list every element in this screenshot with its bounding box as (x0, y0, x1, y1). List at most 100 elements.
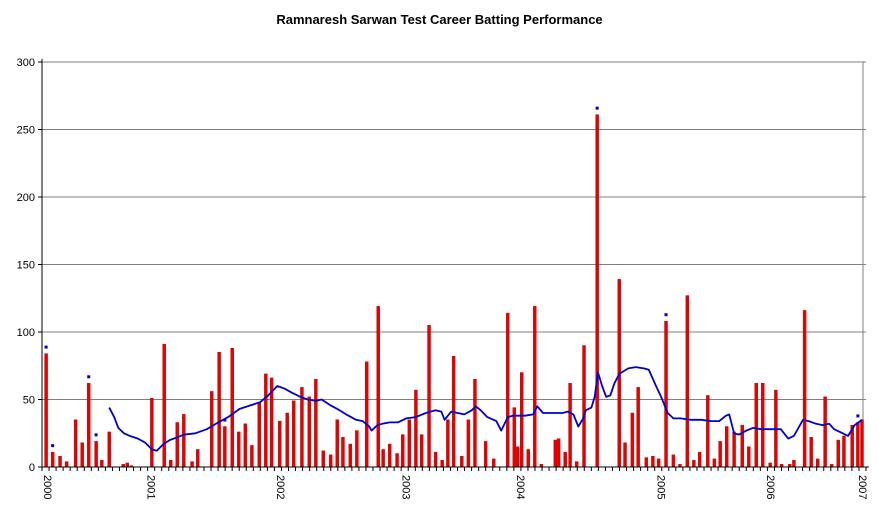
runs-bar (761, 383, 765, 468)
runs-bar (644, 457, 649, 468)
runs-bar (842, 435, 846, 468)
year-label: 2000 (41, 475, 53, 499)
runs-bar (125, 462, 129, 468)
runs-bar (671, 454, 676, 468)
runs-bar (506, 312, 510, 468)
runs-bar (816, 458, 820, 468)
runs-bar (285, 412, 289, 468)
chart-title: Ramnaresh Sarwan Test Career Batting Per… (276, 12, 603, 27)
runs-bar (860, 419, 864, 468)
runs-bar (802, 310, 807, 468)
runs-bar (515, 446, 520, 468)
y-tick-label: 100 (17, 327, 35, 339)
runs-bar (292, 400, 296, 468)
runs-bar (473, 379, 477, 468)
runs-bar (446, 419, 450, 468)
runs-bar (414, 389, 418, 468)
not-out-dot (664, 313, 668, 317)
runs-bar (365, 361, 369, 468)
runs-bar (419, 434, 424, 468)
not-out-dot (223, 418, 227, 422)
not-out-dot (595, 106, 599, 110)
runs-bar (328, 454, 333, 468)
runs-bar (466, 419, 471, 468)
runs-bar (175, 422, 180, 468)
runs-bar (533, 306, 537, 468)
runs-bar (376, 306, 380, 468)
not-out-dot (856, 414, 860, 418)
runs-bar (80, 442, 84, 468)
runs-bar (190, 461, 194, 468)
runs-bar (754, 383, 758, 468)
not-out-dot (94, 433, 98, 437)
runs-bar (162, 343, 166, 468)
runs-bar (182, 414, 186, 468)
runs-bar (630, 412, 635, 468)
runs-bar (381, 449, 385, 468)
runs-bar (483, 441, 488, 468)
runs-bar (87, 383, 91, 468)
runs-bar (335, 419, 339, 468)
runs-bar (321, 450, 325, 468)
runs-bar (553, 439, 558, 468)
runs-bar (395, 453, 399, 468)
y-tick-label: 200 (17, 192, 35, 204)
year-label: 2002 (274, 475, 286, 499)
runs-bar (664, 321, 668, 468)
runs-bar (623, 442, 627, 468)
runs-bar (792, 460, 796, 468)
runs-bar (250, 445, 254, 468)
runs-bar (223, 426, 227, 468)
runs-bar (712, 458, 717, 468)
runs-bar (278, 420, 282, 468)
runs-bar (697, 451, 702, 468)
runs-bar (574, 461, 579, 468)
runs-bar (460, 456, 464, 468)
year-label: 2005 (654, 475, 666, 499)
runs-bar (440, 460, 444, 468)
runs-bar (300, 387, 304, 468)
runs-bar (58, 456, 62, 468)
runs-bar (264, 373, 268, 468)
runs-bar (94, 441, 98, 468)
year-label: 2006 (764, 475, 776, 499)
runs-bar (520, 372, 524, 468)
runs-bar (73, 419, 78, 468)
runs-bar (341, 437, 345, 468)
runs-bar (526, 449, 530, 468)
runs-bar (314, 379, 318, 468)
running-average-line (108, 366, 863, 452)
runs-bar (582, 345, 586, 468)
runs-bar (433, 451, 438, 468)
runs-bar (768, 462, 772, 468)
runs-bar (563, 451, 567, 468)
runs-bar (348, 443, 353, 468)
year-label: 2004 (514, 475, 526, 499)
runs-bar (196, 449, 200, 468)
runs-bar (651, 456, 655, 468)
not-out-dot (87, 375, 91, 379)
runs-bar (692, 460, 696, 468)
runs-bar (257, 402, 261, 468)
runs-bar (595, 114, 599, 468)
runs-bar (492, 458, 496, 468)
runs-bar (747, 446, 751, 468)
runs-bar (401, 434, 405, 468)
y-tick-label: 50 (23, 395, 35, 407)
runs-bar (107, 431, 111, 468)
y-tick-label: 150 (17, 260, 35, 272)
year-label: 2007 (856, 475, 868, 499)
runs-bar (427, 325, 431, 468)
runs-bar (568, 383, 572, 468)
runs-bar (355, 430, 359, 468)
runs-bar (636, 387, 640, 468)
runs-bar (217, 352, 221, 468)
runs-bar (237, 431, 241, 468)
runs-bar (100, 460, 104, 468)
runs-bar (169, 460, 173, 468)
runs-bar (706, 395, 710, 468)
runs-bar (44, 353, 48, 468)
runs-bar (64, 461, 69, 468)
